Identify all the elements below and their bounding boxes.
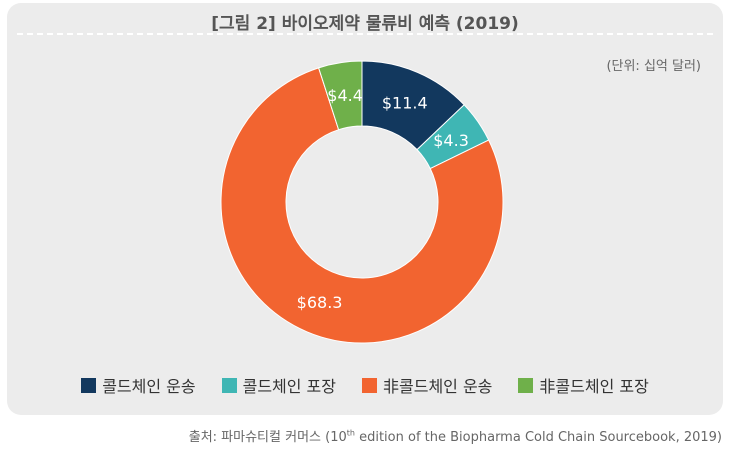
legend-item-cold-transport: 콜드체인 운송 xyxy=(81,373,196,397)
legend-label: 콜드체인 운송 xyxy=(102,377,196,396)
data-label: $4.3 xyxy=(433,131,469,150)
source-suffix: edition of the Biopharma Cold Chain Sour… xyxy=(354,430,722,445)
legend-swatch xyxy=(81,377,97,393)
source-prefix: 출처: 파마슈티컬 커머스 (10 xyxy=(188,430,347,445)
legend-label: 콜드체인 포장 xyxy=(242,377,336,396)
data-label: $68.3 xyxy=(297,293,343,312)
donut-labels: $11.4 $4.3 $68.3 $4.4 xyxy=(297,86,469,312)
legend-item-noncold-transport: 非콜드체인 운송 xyxy=(362,373,492,397)
donut-chart: $11.4 $4.3 $68.3 $4.4 xyxy=(220,60,504,344)
legend-label: 非콜드체인 포장 xyxy=(539,377,649,396)
legend-item-noncold-packaging: 非콜드체인 포장 xyxy=(518,373,649,397)
legend: 콜드체인 운송 콜드체인 포장 非콜드체인 운송 非콜드체인 포장 xyxy=(7,373,723,397)
data-label: $11.4 xyxy=(382,93,428,112)
chart-title: [그림 2] 바이오제약 물류비 예측 (2019) xyxy=(211,14,519,34)
legend-item-cold-packaging: 콜드체인 포장 xyxy=(221,373,336,397)
donut-slice xyxy=(220,67,504,344)
legend-swatch xyxy=(362,377,377,393)
data-label: $4.4 xyxy=(327,86,363,105)
title-divider xyxy=(17,33,713,35)
source-note: 출처: 파마슈티컬 커머스 (10th edition of the Bioph… xyxy=(189,426,722,445)
source-superscript: th xyxy=(346,428,355,438)
chart-card: [그림 2] 바이오제약 물류비 예측 (2019) (단위: 십억 달러) $… xyxy=(7,3,723,415)
legend-swatch xyxy=(221,377,237,393)
donut-slice xyxy=(317,60,363,131)
legend-swatch xyxy=(518,377,534,393)
donut-slices xyxy=(220,60,504,344)
legend-label: 非콜드체인 운송 xyxy=(383,377,493,396)
unit-label: (단위: 십억 달러) xyxy=(606,59,701,74)
